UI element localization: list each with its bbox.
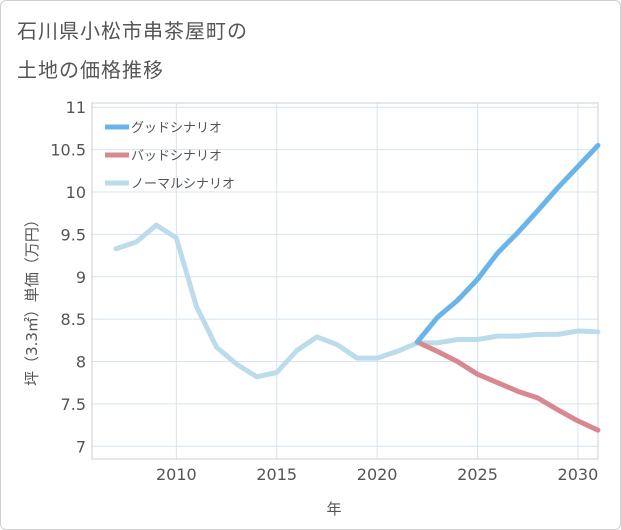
plot-area-border <box>91 102 599 460</box>
y-axis: 7 7.5 8 8.5 9 9.5 10 10.5 11 <box>50 98 86 456</box>
y-tick-label: 9.5 <box>61 225 86 244</box>
x-tick-label: 2030 <box>558 465 599 484</box>
legend-label-2: ノーマルシナリオ <box>131 177 235 192</box>
chart-title-line1: 石川県小松市串茶屋町の <box>17 19 248 43</box>
y-tick-label: 8 <box>76 353 86 372</box>
y-tick-label: 7.5 <box>61 395 86 414</box>
x-tick-label: 2025 <box>457 465 498 484</box>
series-line-1 <box>414 339 601 433</box>
y-tick-label: 10.5 <box>50 141 86 160</box>
x-tick-label: 2020 <box>357 465 398 484</box>
y-tick-label: 9 <box>76 268 86 287</box>
x-axis-label: 年 <box>326 500 341 518</box>
series-lines <box>113 142 601 433</box>
series-line-0 <box>414 142 601 345</box>
y-tick-label: 8.5 <box>61 310 86 329</box>
series-line-2 <box>113 222 601 380</box>
x-axis: 2010 2015 2020 2025 2030 <box>156 465 598 484</box>
legend-label-0: グッドシナリオ <box>131 121 222 136</box>
y-axis-label: 坪（3.3㎡）単価（万円） <box>23 212 41 386</box>
y-tick-label: 7 <box>76 437 86 456</box>
chart-title-line2: 土地の価格推移 <box>17 58 164 82</box>
y-tick-label: 11 <box>66 98 86 117</box>
x-tick-label: 2010 <box>156 465 197 484</box>
x-tick-label: 2015 <box>256 465 297 484</box>
y-tick-label: 10 <box>66 183 86 202</box>
grid <box>92 103 598 459</box>
legend-label-1: バッドシナリオ <box>131 149 222 164</box>
